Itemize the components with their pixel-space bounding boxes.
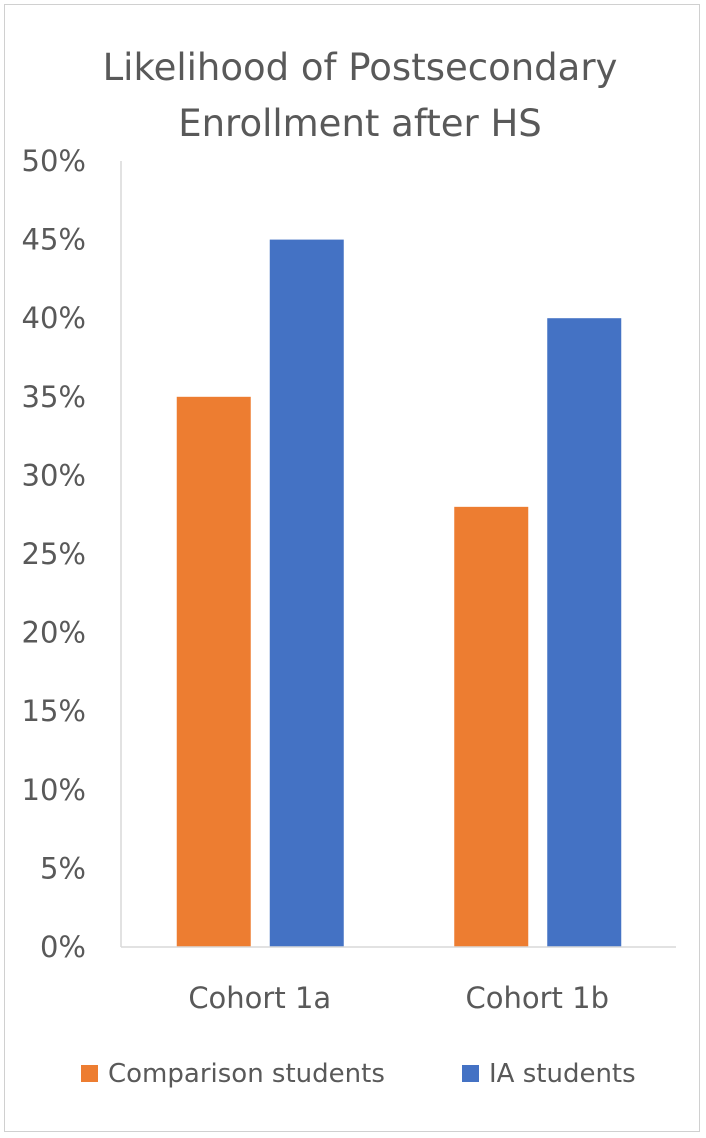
y-tick-label: 30%: [22, 458, 86, 492]
legend-swatch-comparison: [81, 1065, 98, 1082]
y-tick-label: 10%: [22, 773, 86, 807]
y-axis: 0% 5% 10% 15% 20% 25% 30% 35% 40% 45% 50%: [22, 144, 122, 964]
x-category-label: Cohort 1b: [466, 981, 610, 1015]
chart-title-line-1: Likelihood of Postsecondary: [103, 46, 618, 89]
y-tick-label: 40%: [22, 301, 86, 335]
bar-comparison-2: [454, 506, 529, 947]
x-axis: Cohort 1a Cohort 1b: [121, 946, 676, 1015]
legend-label-ia: IA students: [489, 1059, 636, 1089]
y-tick-label: 0%: [40, 930, 86, 964]
bar-ia-1: [269, 239, 344, 948]
legend-label-comparison: Comparison students: [108, 1059, 385, 1089]
y-tick-label: 20%: [22, 616, 86, 650]
y-tick-label: 5%: [40, 851, 86, 885]
legend-swatch-ia: [462, 1065, 479, 1082]
bars: [176, 239, 622, 948]
chart-title-line-2: Enrollment after HS: [178, 102, 542, 145]
y-tick-label: 35%: [22, 380, 86, 414]
y-tick-label: 45%: [22, 223, 86, 257]
y-tick-label: 50%: [22, 144, 86, 178]
bar-comparison-1: [176, 396, 251, 947]
legend: Comparison students IA students: [81, 1059, 636, 1089]
x-category-label: Cohort 1a: [188, 981, 331, 1015]
y-tick-label: 25%: [22, 537, 86, 571]
y-tick-label: 15%: [22, 694, 86, 728]
chart-title: Likelihood of Postsecondary Enrollment a…: [103, 46, 618, 145]
bar-ia-2: [547, 318, 622, 947]
